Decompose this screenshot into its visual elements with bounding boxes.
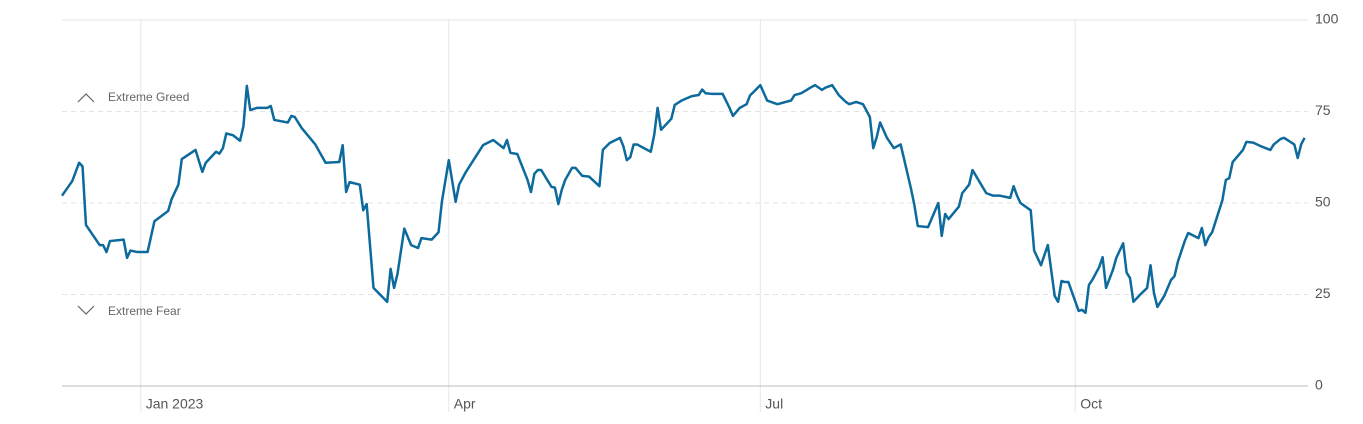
x-tick-label: Apr: [454, 396, 476, 412]
fear-label: Extreme Fear: [108, 304, 181, 318]
fear-chevron: [77, 305, 95, 315]
y-tick-label: 50: [1315, 194, 1331, 210]
greed-chevron: [77, 93, 95, 103]
x-tick-label: Jul: [765, 396, 783, 412]
y-tick-label: 0: [1315, 377, 1323, 393]
y-tick-label: 25: [1315, 285, 1331, 301]
x-tick-label: Jan 2023: [146, 396, 204, 412]
greed-label: Extreme Greed: [108, 90, 189, 104]
y-tick-label: 100: [1315, 11, 1339, 27]
y-tick-label: 75: [1315, 102, 1331, 118]
line-series: [60, 83, 1306, 315]
x-tick-label: Oct: [1080, 396, 1102, 412]
